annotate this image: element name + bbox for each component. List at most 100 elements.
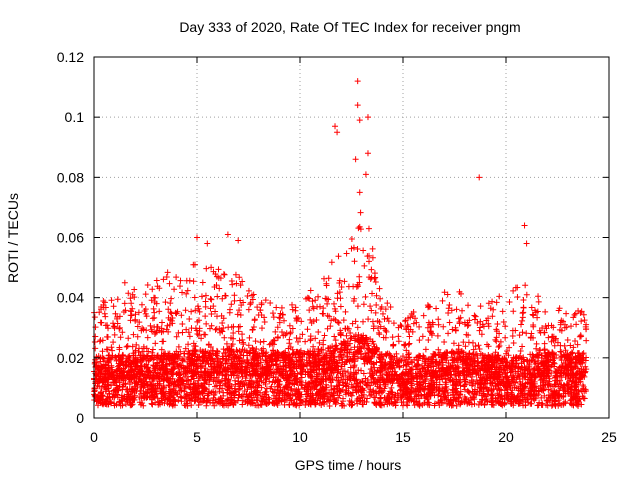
data-point bbox=[338, 283, 345, 290]
data-point bbox=[292, 354, 299, 361]
data-point bbox=[361, 262, 368, 269]
data-point bbox=[186, 315, 193, 322]
data-point bbox=[278, 329, 285, 336]
data-point bbox=[152, 340, 159, 347]
chart-title: Day 333 of 2020, Rate Of TEC Index for r… bbox=[179, 19, 520, 35]
data-point bbox=[445, 330, 452, 337]
data-point bbox=[455, 342, 462, 349]
data-point bbox=[551, 342, 558, 349]
data-point bbox=[387, 304, 394, 311]
data-point bbox=[340, 317, 347, 324]
data-point bbox=[92, 333, 99, 340]
data-point bbox=[496, 342, 503, 349]
data-point bbox=[479, 358, 486, 365]
data-point bbox=[162, 299, 169, 306]
data-point bbox=[502, 334, 509, 341]
data-point bbox=[354, 324, 361, 331]
data-point bbox=[130, 331, 137, 338]
data-point bbox=[360, 247, 367, 254]
data-point bbox=[443, 400, 450, 407]
data-point bbox=[441, 289, 448, 296]
data-point bbox=[269, 310, 276, 317]
data-point bbox=[104, 346, 111, 353]
data-point bbox=[373, 359, 380, 366]
data-point bbox=[583, 337, 590, 344]
data-point bbox=[220, 350, 227, 357]
data-point bbox=[580, 395, 587, 402]
data-point bbox=[307, 316, 314, 323]
data-point bbox=[147, 322, 154, 329]
data-point bbox=[223, 401, 230, 408]
data-point bbox=[431, 381, 438, 388]
data-point bbox=[496, 386, 503, 393]
data-point bbox=[213, 374, 220, 381]
data-point bbox=[144, 334, 151, 341]
data-point bbox=[352, 318, 359, 325]
data-point bbox=[530, 334, 537, 341]
data-point bbox=[102, 313, 109, 320]
data-point bbox=[157, 401, 164, 408]
data-point bbox=[226, 309, 233, 316]
data-point bbox=[269, 347, 276, 354]
data-point bbox=[390, 341, 397, 348]
data-point bbox=[561, 321, 568, 328]
data-point bbox=[149, 401, 156, 408]
data-point bbox=[236, 274, 243, 281]
data-point bbox=[91, 314, 98, 321]
data-point bbox=[545, 334, 552, 341]
data-point bbox=[496, 293, 503, 300]
data-point bbox=[331, 300, 338, 307]
data-point bbox=[202, 313, 209, 320]
data-point bbox=[345, 283, 352, 290]
data-point bbox=[351, 344, 358, 351]
data-point bbox=[403, 361, 410, 368]
data-point bbox=[510, 287, 517, 294]
data-point bbox=[261, 318, 268, 325]
data-point bbox=[183, 326, 190, 333]
data-point bbox=[371, 270, 378, 277]
data-point bbox=[446, 376, 453, 383]
data-point bbox=[367, 303, 374, 310]
data-point bbox=[372, 309, 379, 316]
data-point bbox=[416, 337, 423, 344]
data-point bbox=[202, 292, 209, 299]
data-point bbox=[168, 310, 175, 317]
data-point bbox=[166, 360, 173, 367]
data-point bbox=[529, 311, 536, 318]
data-point bbox=[446, 319, 453, 326]
data-point bbox=[519, 329, 526, 336]
data-point bbox=[201, 380, 208, 387]
data-point bbox=[222, 353, 229, 360]
data-point bbox=[550, 383, 557, 390]
data-point bbox=[395, 338, 402, 345]
data-point bbox=[396, 363, 403, 370]
data-point bbox=[364, 395, 371, 402]
data-point bbox=[493, 338, 500, 345]
data-point bbox=[435, 321, 442, 328]
data-point bbox=[321, 332, 328, 339]
data-point bbox=[177, 277, 184, 284]
data-point bbox=[382, 306, 389, 313]
data-point bbox=[228, 301, 235, 308]
data-point bbox=[233, 372, 240, 379]
data-point bbox=[212, 308, 219, 315]
data-point bbox=[368, 274, 375, 281]
data-point bbox=[367, 392, 374, 399]
data-point bbox=[132, 311, 139, 318]
data-point bbox=[389, 334, 396, 341]
data-point bbox=[336, 280, 343, 287]
data-point bbox=[495, 343, 502, 350]
data-point bbox=[199, 279, 206, 286]
data-point bbox=[396, 380, 403, 387]
data-point bbox=[149, 346, 156, 353]
data-point bbox=[289, 301, 296, 308]
data-point bbox=[326, 402, 333, 409]
data-point bbox=[116, 324, 123, 331]
data-point bbox=[466, 350, 473, 357]
data-point bbox=[239, 401, 246, 408]
data-point bbox=[246, 334, 253, 341]
data-point bbox=[178, 312, 185, 319]
data-point bbox=[412, 398, 419, 405]
data-point bbox=[188, 402, 195, 409]
data-point bbox=[435, 316, 442, 323]
